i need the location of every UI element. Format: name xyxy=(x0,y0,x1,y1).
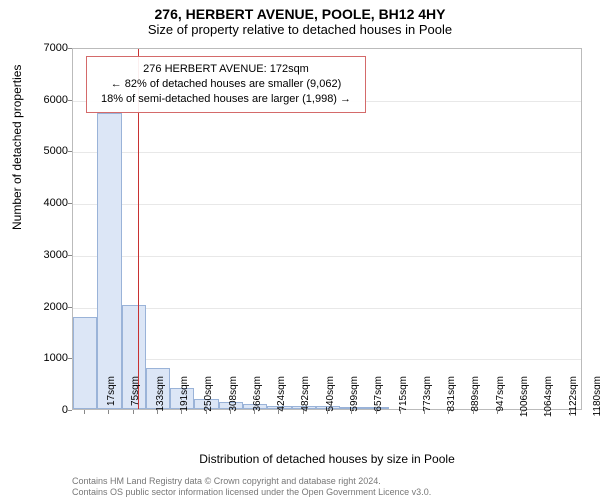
y-tick-label: 1000 xyxy=(28,352,68,364)
x-tick-mark xyxy=(473,410,474,414)
x-tick-mark xyxy=(254,410,255,414)
y-tick-label: 2000 xyxy=(28,301,68,313)
footer-line2: Contains OS public sector information li… xyxy=(72,487,431,497)
x-tick-label: 250sqm xyxy=(203,376,214,414)
info-line3: 18% of semi-detached houses are larger (… xyxy=(95,92,357,107)
info-box: 276 HERBERT AVENUE: 172sqm← 82% of detac… xyxy=(86,56,366,113)
y-tick-mark xyxy=(68,48,72,49)
x-tick-mark xyxy=(448,410,449,414)
x-tick-label: 773sqm xyxy=(422,376,433,414)
x-tick-mark xyxy=(570,410,571,414)
y-tick-label: 3000 xyxy=(28,249,68,261)
x-tick-label: 133sqm xyxy=(155,376,166,414)
y-tick-label: 0 xyxy=(28,404,68,416)
x-tick-mark xyxy=(351,410,352,414)
grid-line xyxy=(73,256,581,257)
x-tick-label: 715sqm xyxy=(398,376,409,414)
x-tick-label: 482sqm xyxy=(300,376,311,414)
x-tick-mark xyxy=(546,410,547,414)
x-tick-label: 424sqm xyxy=(276,376,287,414)
y-tick-mark xyxy=(68,203,72,204)
x-tick-label: 75sqm xyxy=(130,376,141,414)
info-line1: 276 HERBERT AVENUE: 172sqm xyxy=(95,62,357,77)
info-line2: ← 82% of detached houses are smaller (9,… xyxy=(95,77,357,92)
y-tick-mark xyxy=(68,410,72,411)
y-axis-label: Number of detached properties xyxy=(10,65,24,230)
grid-line xyxy=(73,152,581,153)
footer-line1: Contains HM Land Registry data © Crown c… xyxy=(72,476,381,486)
y-tick-mark xyxy=(68,358,72,359)
x-tick-mark xyxy=(521,410,522,414)
x-tick-mark xyxy=(424,410,425,414)
histogram-bar xyxy=(97,113,121,409)
footer-attribution: Contains HM Land Registry data © Crown c… xyxy=(72,476,582,498)
x-tick-mark xyxy=(400,410,401,414)
x-tick-mark xyxy=(157,410,158,414)
x-tick-mark xyxy=(133,410,134,414)
x-tick-label: 1180sqm xyxy=(592,376,600,414)
y-tick-mark xyxy=(68,100,72,101)
x-tick-label: 1006sqm xyxy=(519,376,530,414)
chart-title: 276, HERBERT AVENUE, POOLE, BH12 4HY xyxy=(0,0,600,22)
x-tick-mark xyxy=(278,410,279,414)
grid-line xyxy=(73,204,581,205)
x-tick-label: 889sqm xyxy=(470,376,481,414)
x-tick-label: 540sqm xyxy=(325,376,336,414)
grid-line xyxy=(73,308,581,309)
x-tick-mark xyxy=(181,410,182,414)
y-tick-label: 6000 xyxy=(28,94,68,106)
x-tick-label: 191sqm xyxy=(179,376,190,414)
x-tick-mark xyxy=(497,410,498,414)
x-tick-label: 17sqm xyxy=(106,376,117,414)
x-tick-label: 599sqm xyxy=(349,376,360,414)
x-tick-label: 831sqm xyxy=(446,376,457,414)
x-tick-label: 1122sqm xyxy=(568,376,579,414)
y-tick-label: 7000 xyxy=(28,42,68,54)
x-tick-mark xyxy=(206,410,207,414)
x-tick-mark xyxy=(327,410,328,414)
x-tick-mark xyxy=(303,410,304,414)
x-tick-label: 1064sqm xyxy=(543,376,554,414)
x-axis-label: Distribution of detached houses by size … xyxy=(72,452,582,466)
y-tick-mark xyxy=(68,151,72,152)
x-tick-mark xyxy=(108,410,109,414)
histogram-bar xyxy=(73,317,97,409)
x-tick-mark xyxy=(376,410,377,414)
x-tick-label: 308sqm xyxy=(228,376,239,414)
y-tick-label: 4000 xyxy=(28,197,68,209)
grid-line xyxy=(73,359,581,360)
x-tick-mark xyxy=(230,410,231,414)
x-tick-label: 657sqm xyxy=(373,376,384,414)
x-tick-mark xyxy=(84,410,85,414)
x-tick-label: 947sqm xyxy=(495,376,506,414)
y-tick-label: 5000 xyxy=(28,145,68,157)
x-tick-label: 366sqm xyxy=(252,376,263,414)
chart-subtitle: Size of property relative to detached ho… xyxy=(0,22,600,41)
y-tick-mark xyxy=(68,255,72,256)
y-tick-mark xyxy=(68,307,72,308)
